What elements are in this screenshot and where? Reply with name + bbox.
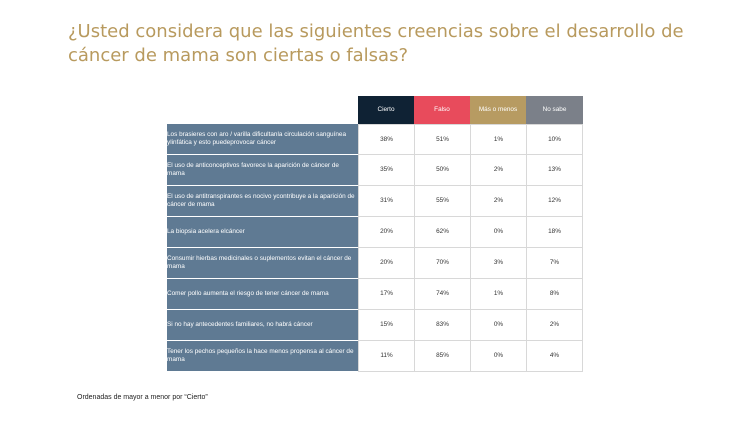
header-mas-o-menos: Más o menos	[470, 96, 526, 124]
row-label: Tener los pechos pequeños la hace menos …	[167, 341, 358, 372]
cell-mas-o-menos: 0%	[470, 310, 526, 341]
cell-mas-o-menos: 3%	[470, 248, 526, 279]
chart-title: ¿Usted considera que las siguientes cree…	[68, 21, 684, 66]
row-label: Si no hay antecedentes familiares, no ha…	[167, 310, 358, 341]
header-blank	[167, 96, 358, 124]
cell-cierto: 17%	[358, 279, 414, 310]
cell-mas-o-menos: 0%	[470, 217, 526, 248]
table-row: La biopsia acelera elcáncer 20% 62% 0% 1…	[167, 217, 583, 248]
cell-no-sabe: 8%	[526, 279, 583, 310]
row-label: El uso de antitranspirantes es nocivo yc…	[167, 186, 358, 217]
header-cierto: Cierto	[358, 96, 414, 124]
header-falso: Falso	[414, 96, 470, 124]
table-row: Los brasieres con aro / varilla dificult…	[167, 124, 583, 155]
table-row: El uso de anticonceptivos favorece la ap…	[167, 155, 583, 186]
cell-mas-o-menos: 0%	[470, 341, 526, 372]
cell-no-sabe: 2%	[526, 310, 583, 341]
cell-falso: 74%	[414, 279, 470, 310]
cell-mas-o-menos: 1%	[470, 279, 526, 310]
cell-falso: 62%	[414, 217, 470, 248]
cell-cierto: 20%	[358, 248, 414, 279]
cell-no-sabe: 7%	[526, 248, 583, 279]
table-row: Comer pollo aumenta el riesgo de tener c…	[167, 279, 583, 310]
cell-cierto: 38%	[358, 124, 414, 155]
cell-mas-o-menos: 2%	[470, 186, 526, 217]
cell-cierto: 35%	[358, 155, 414, 186]
cell-falso: 51%	[414, 124, 470, 155]
cell-cierto: 31%	[358, 186, 414, 217]
table-row: Tener los pechos pequeños la hace menos …	[167, 341, 583, 372]
row-label: Comer pollo aumenta el riesgo de tener c…	[167, 279, 358, 310]
cell-mas-o-menos: 1%	[470, 124, 526, 155]
footnote: Ordenadas de mayor a menor por “Cierto”	[77, 394, 208, 401]
cell-no-sabe: 10%	[526, 124, 583, 155]
table-row: El uso de antitranspirantes es nocivo yc…	[167, 186, 583, 217]
cell-falso: 50%	[414, 155, 470, 186]
table-row: Consumir hierbas medicinales o suplement…	[167, 248, 583, 279]
row-label: Los brasieres con aro / varilla dificult…	[167, 124, 358, 155]
cell-falso: 70%	[414, 248, 470, 279]
cell-no-sabe: 12%	[526, 186, 583, 217]
beliefs-table: Cierto Falso Más o menos No sabe Los bra…	[167, 96, 583, 372]
cell-cierto: 15%	[358, 310, 414, 341]
header-no-sabe: No sabe	[526, 96, 583, 124]
header-row: Cierto Falso Más o menos No sabe	[167, 96, 583, 124]
cell-cierto: 20%	[358, 217, 414, 248]
row-label: El uso de anticonceptivos favorece la ap…	[167, 155, 358, 186]
row-label: La biopsia acelera elcáncer	[167, 217, 358, 248]
cell-falso: 55%	[414, 186, 470, 217]
table-row: Si no hay antecedentes familiares, no ha…	[167, 310, 583, 341]
cell-falso: 83%	[414, 310, 470, 341]
cell-cierto: 11%	[358, 341, 414, 372]
cell-falso: 85%	[414, 341, 470, 372]
cell-no-sabe: 4%	[526, 341, 583, 372]
cell-mas-o-menos: 2%	[470, 155, 526, 186]
cell-no-sabe: 13%	[526, 155, 583, 186]
row-label: Consumir hierbas medicinales o suplement…	[167, 248, 358, 279]
cell-no-sabe: 18%	[526, 217, 583, 248]
